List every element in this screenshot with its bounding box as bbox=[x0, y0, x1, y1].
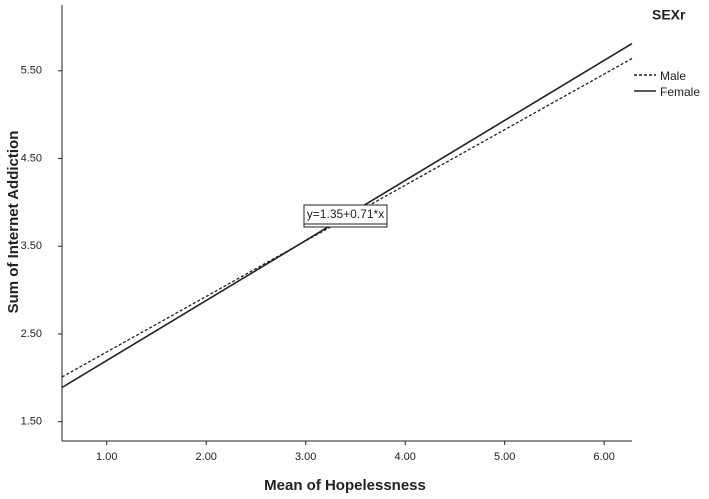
y-tick-label: 1.50 bbox=[21, 416, 42, 428]
y-tick-label: 3.50 bbox=[21, 240, 42, 252]
x-tick-label: 4.00 bbox=[394, 451, 415, 463]
x-axis-title: Mean of Hopelessness bbox=[264, 477, 426, 494]
x-tick-label: 6.00 bbox=[593, 451, 614, 463]
legend-title: SEXr bbox=[652, 7, 686, 23]
x-tick-label: 3.00 bbox=[295, 451, 316, 463]
y-axis-title: Sum of Internet Addiction bbox=[5, 131, 22, 314]
x-tick-label: 2.00 bbox=[196, 451, 217, 463]
annotation: y=1.35+0.71*x bbox=[307, 207, 384, 221]
y-tick-label: 4.50 bbox=[21, 152, 42, 164]
x-tick-label: 5.00 bbox=[494, 451, 515, 463]
y-tick-label: 5.50 bbox=[21, 65, 42, 77]
legend-label: Female bbox=[660, 85, 700, 99]
legend-label: Male bbox=[660, 69, 686, 83]
annotation-box bbox=[303, 204, 388, 228]
x-tick-label: 1.00 bbox=[96, 451, 117, 463]
y-tick-label: 2.50 bbox=[21, 328, 42, 340]
